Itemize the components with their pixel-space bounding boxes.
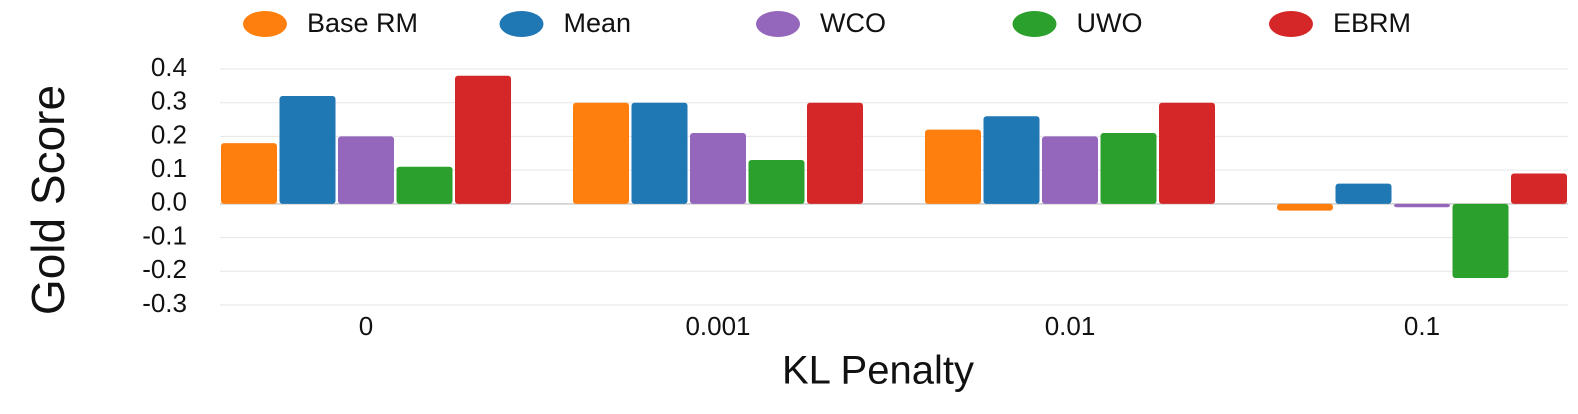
legend-label: UWO: [1077, 8, 1143, 38]
y-tick-label: -0.2: [142, 254, 187, 284]
legend-marker: [1012, 11, 1057, 37]
y-tick-label: -0.1: [142, 220, 187, 250]
bar: [455, 75, 511, 204]
bar: [983, 116, 1040, 204]
bar: [690, 133, 746, 204]
bar: [1394, 203, 1450, 208]
bar: [396, 166, 453, 204]
bar: [338, 136, 394, 204]
x-tick-label: 0: [359, 311, 373, 341]
legend-marker: [243, 11, 287, 37]
y-tick-label: 0.3: [151, 86, 187, 116]
y-tick-label: 0.0: [151, 187, 187, 217]
y-tick-label: 0.2: [151, 119, 187, 149]
x-axis-label: KL Penalty: [782, 349, 974, 393]
legend-marker: [756, 11, 800, 37]
bar: [1100, 133, 1157, 204]
bar: [279, 95, 336, 204]
y-tick-label: 0.1: [151, 153, 187, 183]
bar: [1159, 102, 1215, 204]
bar: [925, 129, 981, 204]
bar: [1277, 203, 1333, 211]
bar: [1042, 136, 1098, 204]
legend-label: Mean: [564, 8, 632, 38]
y-tick-label: -0.3: [142, 288, 187, 318]
x-tick-label: 0.1: [1404, 311, 1440, 341]
x-tick-label: 0.001: [685, 311, 750, 341]
bar: [1335, 183, 1392, 204]
bar: [807, 102, 863, 204]
legend-label: Base RM: [307, 8, 418, 38]
y-tick-label: 0.4: [151, 52, 187, 82]
y-axis-label: Gold Score: [22, 85, 74, 315]
legend-label: EBRM: [1333, 8, 1411, 38]
legend-label: WCO: [820, 8, 886, 38]
bar: [1452, 203, 1509, 279]
bar: [1511, 173, 1567, 204]
bar: [221, 143, 277, 204]
bar: [631, 102, 688, 204]
legend-marker: [499, 11, 544, 37]
bar: [573, 102, 629, 204]
x-tick-label: 0.01: [1045, 311, 1096, 341]
bar: [748, 160, 805, 204]
legend-marker: [1269, 11, 1313, 37]
